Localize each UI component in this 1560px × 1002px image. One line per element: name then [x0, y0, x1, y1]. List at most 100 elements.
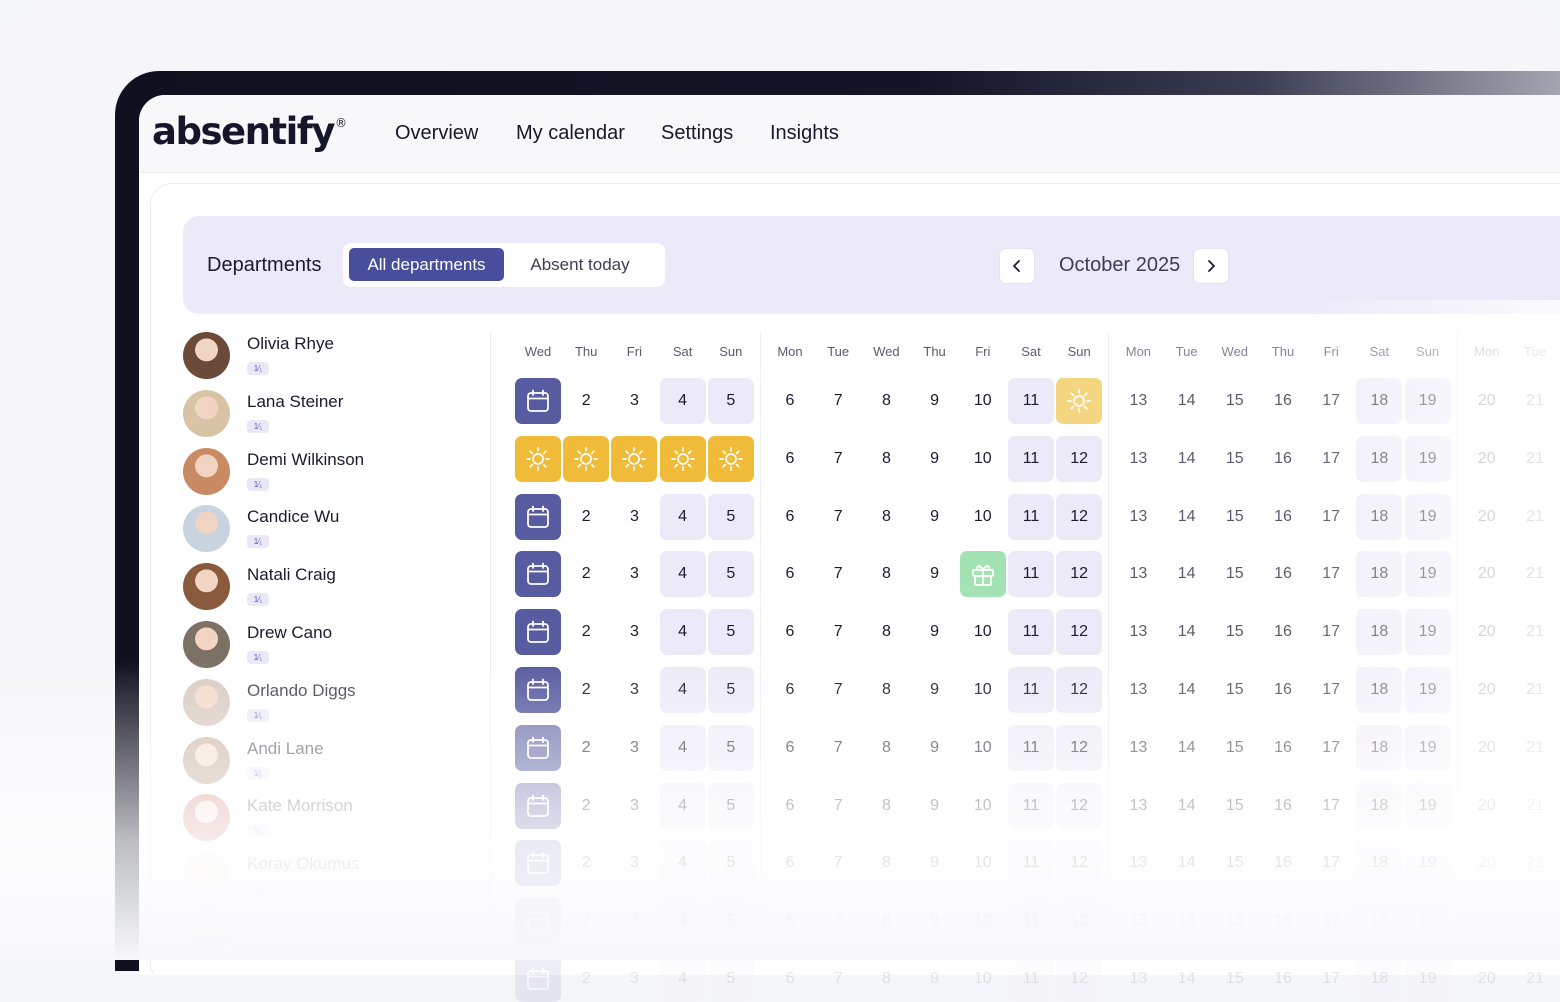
day-cell[interactable]: 19	[1404, 493, 1451, 540]
vacation-cell[interactable]	[515, 435, 561, 482]
day-cell[interactable]: 8	[881, 681, 891, 698]
today-cell[interactable]	[515, 667, 561, 713]
day-cell[interactable]: 13	[1129, 392, 1148, 409]
person-row[interactable]: Candice Wu 1⁄₁	[183, 505, 483, 563]
day-cell[interactable]: 13	[1129, 681, 1148, 698]
day-cell[interactable]: 19	[1404, 840, 1451, 887]
person-name[interactable]: Lana Steiner	[247, 391, 344, 411]
person-row[interactable]: Kate Morrison 1⁄₁	[183, 794, 483, 852]
day-cell[interactable]: 18	[1356, 956, 1403, 1002]
day-cell[interactable]: 6	[785, 681, 795, 698]
day-cell[interactable]: 4	[659, 724, 706, 771]
day-cell[interactable]: 3	[629, 681, 639, 698]
day-cell[interactable]: 9	[930, 796, 940, 814]
person-name[interactable]: Andi Lane	[247, 738, 324, 758]
day-cell[interactable]: 11	[1008, 609, 1054, 656]
day-cell[interactable]: 14	[1177, 507, 1196, 525]
day-cell[interactable]: 20	[1477, 623, 1496, 641]
day-cell[interactable]: 19	[1404, 724, 1451, 771]
person-name[interactable]: Candice Wu	[247, 507, 340, 527]
day-cell[interactable]: 15	[1225, 449, 1244, 467]
day-cell[interactable]: 21	[1526, 738, 1544, 756]
day-cell[interactable]: 17	[1322, 970, 1341, 987]
day-cell[interactable]: 9	[930, 623, 940, 641]
day-cell[interactable]: 14	[1177, 681, 1196, 698]
day-cell[interactable]: 15	[1225, 565, 1244, 583]
person-row[interactable]: Drew Cano 1⁄₁	[183, 621, 483, 679]
all-departments-tab[interactable]: All departments	[349, 248, 504, 281]
day-cell[interactable]: 7	[833, 912, 843, 930]
day-cell[interactable]: 11	[1008, 956, 1054, 1002]
day-cell[interactable]: 6	[785, 796, 795, 814]
day-cell[interactable]: 7	[833, 796, 843, 814]
day-cell[interactable]: 7	[833, 854, 843, 872]
day-cell[interactable]: 16	[1274, 392, 1292, 409]
day-cell[interactable]: 4	[659, 667, 706, 713]
day-cell[interactable]: 5	[707, 493, 754, 540]
day-cell[interactable]: 18	[1356, 898, 1403, 945]
person-name[interactable]: Drew Cano	[247, 623, 333, 642]
day-cell[interactable]: 21	[1526, 623, 1544, 641]
day-cell[interactable]: 10	[973, 392, 992, 409]
person-row[interactable]: Ava Wright 1⁄₁	[183, 910, 483, 968]
day-cell[interactable]: 12	[1056, 782, 1103, 829]
day-cell[interactable]: 15	[1225, 912, 1244, 930]
day-cell[interactable]: 13	[1129, 449, 1148, 467]
day-cell[interactable]: 16	[1274, 449, 1292, 467]
day-cell[interactable]: 18	[1356, 551, 1403, 598]
nav-settings[interactable]: Settings	[661, 122, 734, 144]
day-cell[interactable]: 6	[785, 970, 795, 987]
day-cell[interactable]: 17	[1322, 912, 1341, 930]
vacation-cell[interactable]	[611, 435, 658, 482]
person-name[interactable]: Natali Craig	[247, 565, 336, 585]
day-cell[interactable]: 13	[1129, 970, 1148, 987]
day-cell[interactable]: 2	[581, 392, 591, 409]
day-cell[interactable]: 3	[629, 912, 639, 930]
day-cell[interactable]: 7	[833, 392, 843, 409]
day-cell[interactable]: 5	[707, 667, 754, 713]
day-cell[interactable]: 3	[629, 854, 639, 872]
day-cell[interactable]: 15	[1225, 681, 1244, 698]
day-cell[interactable]: 10	[973, 623, 992, 641]
day-cell[interactable]: 8	[881, 392, 891, 409]
day-cell[interactable]: 20	[1477, 970, 1496, 987]
day-cell[interactable]: 19	[1404, 435, 1451, 482]
day-cell[interactable]: 17	[1322, 565, 1341, 583]
person-name[interactable]: Demi Wilkinson	[247, 449, 365, 469]
day-cell[interactable]: 19	[1404, 667, 1451, 713]
day-cell[interactable]: 2	[581, 970, 591, 987]
day-cell[interactable]: 13	[1129, 854, 1148, 872]
day-cell[interactable]: 3	[629, 623, 639, 641]
day-cell[interactable]: 16	[1274, 681, 1292, 698]
day-cell[interactable]: 21	[1526, 970, 1544, 987]
day-cell[interactable]: 16	[1274, 912, 1292, 930]
next-month-button[interactable]	[1193, 248, 1229, 284]
day-cell[interactable]: 8	[881, 507, 891, 525]
day-cell[interactable]: 5	[707, 782, 754, 829]
day-cell[interactable]: 8	[881, 738, 891, 756]
day-cell[interactable]: 4	[659, 956, 706, 1002]
day-cell[interactable]: 6	[785, 449, 795, 467]
day-cell[interactable]: 14	[1177, 796, 1196, 814]
day-cell[interactable]: 6	[785, 507, 795, 525]
day-cell[interactable]: 15	[1225, 738, 1244, 756]
day-cell[interactable]: 5	[707, 724, 754, 771]
day-cell[interactable]: 14	[1177, 854, 1196, 872]
day-cell[interactable]: 7	[833, 507, 843, 525]
day-cell[interactable]: 7	[833, 623, 843, 641]
day-cell[interactable]: 18	[1356, 840, 1403, 887]
day-cell[interactable]: 17	[1322, 796, 1341, 814]
day-cell[interactable]: 14	[1177, 912, 1196, 930]
person-row[interactable]: Olivia Rhye 1⁄₁	[183, 332, 483, 390]
day-cell[interactable]: 9	[930, 565, 940, 583]
day-cell[interactable]: 4	[659, 551, 706, 598]
day-cell[interactable]: 14	[1177, 623, 1196, 641]
day-cell[interactable]: 2	[581, 854, 591, 872]
day-cell[interactable]: 7	[833, 681, 843, 698]
day-cell[interactable]: 11	[1008, 551, 1054, 598]
day-cell[interactable]: 2	[581, 738, 591, 756]
day-cell[interactable]: 20	[1477, 507, 1496, 525]
day-cell[interactable]: 11	[1008, 493, 1054, 540]
day-cell[interactable]: 4	[659, 493, 706, 540]
nav-insights[interactable]: Insights	[770, 122, 839, 144]
